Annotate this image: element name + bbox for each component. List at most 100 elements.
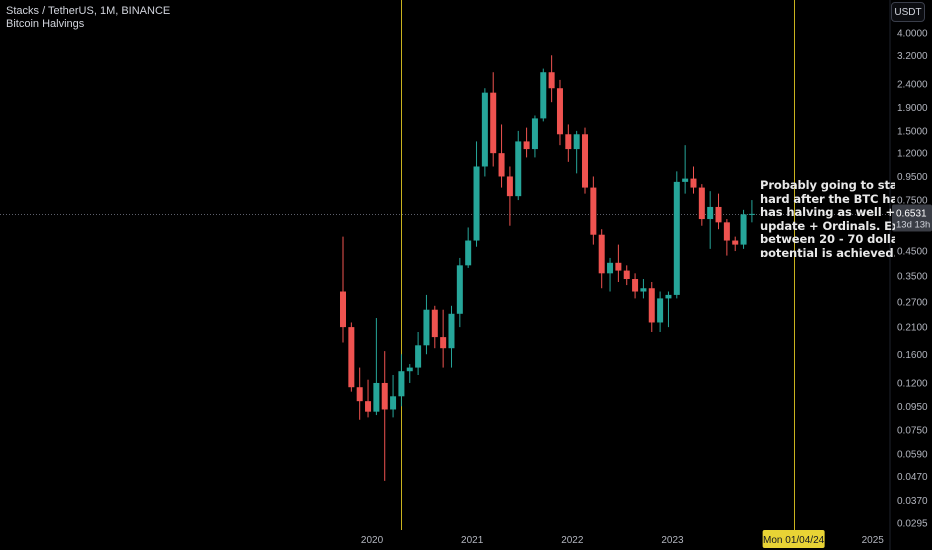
candle xyxy=(665,291,672,328)
candle xyxy=(523,127,530,158)
price-tick-label: 4.0000 xyxy=(897,29,928,40)
candle xyxy=(498,124,505,188)
note-line: potential is achieved. xyxy=(760,245,895,257)
candle-body xyxy=(598,234,605,274)
candle xyxy=(582,127,589,194)
candle xyxy=(431,305,438,349)
price-tick-label: 0.0470 xyxy=(897,472,928,483)
candle-body xyxy=(540,72,547,119)
candle xyxy=(657,291,664,332)
candle-body xyxy=(623,270,630,280)
candle-body xyxy=(748,213,755,215)
candle-body xyxy=(398,371,405,397)
candle-body xyxy=(481,92,488,167)
price-tick-label: 1.2000 xyxy=(897,149,928,160)
price-tick-label: 0.9500 xyxy=(897,172,928,183)
candle-body xyxy=(640,288,647,292)
candle xyxy=(490,72,497,167)
candle xyxy=(748,200,755,223)
candle-body xyxy=(431,309,438,338)
candle xyxy=(740,209,747,249)
price-badge-value: 0.6531 xyxy=(896,209,927,220)
time-tick-label: 2020 xyxy=(361,535,384,546)
time-tick-label: 2021 xyxy=(461,535,484,546)
price-tick-label: 0.1600 xyxy=(897,350,928,361)
candle xyxy=(365,379,372,418)
candle xyxy=(732,236,739,252)
candle xyxy=(715,193,722,230)
candle-body xyxy=(673,181,680,295)
candle-body xyxy=(415,345,422,368)
candle-body xyxy=(615,262,622,271)
candle-body xyxy=(381,382,388,410)
price-badge-countdown: 13d 13h xyxy=(896,220,930,231)
candle-body xyxy=(732,240,739,245)
candle-body xyxy=(390,396,397,410)
candle xyxy=(556,79,563,146)
candle-body xyxy=(348,327,355,388)
candle xyxy=(540,68,547,122)
candle xyxy=(698,184,705,226)
candle-body xyxy=(707,206,714,220)
candle xyxy=(590,176,597,245)
candle-body xyxy=(523,141,530,150)
candle-body xyxy=(365,401,372,412)
chart-legend: Stacks / TetherUS, 1M, BINANCE Bitcoin H… xyxy=(6,5,170,31)
candle-body xyxy=(690,178,697,188)
price-tick-label: 0.2100 xyxy=(897,323,928,334)
candle-body xyxy=(373,382,380,412)
text-note: Probably going to start pu hard after th… xyxy=(760,179,895,257)
candle-body xyxy=(698,187,705,220)
candle xyxy=(465,227,472,268)
candle xyxy=(415,331,422,375)
candle-body xyxy=(607,262,614,274)
price-tick-label: 0.3500 xyxy=(897,272,928,283)
candle-body xyxy=(490,92,497,154)
candle xyxy=(481,88,488,177)
candle xyxy=(673,171,680,299)
candle-body xyxy=(465,240,472,266)
candle xyxy=(515,130,522,201)
candle-body xyxy=(665,294,672,299)
note-line: update + Ordinals. Expect xyxy=(760,218,895,233)
currency-button[interactable]: USDT xyxy=(891,2,925,22)
candle xyxy=(373,318,380,416)
candle xyxy=(648,282,655,332)
candle xyxy=(615,244,622,283)
candle xyxy=(340,236,346,343)
candle xyxy=(623,265,630,286)
candle xyxy=(723,219,730,256)
candle xyxy=(448,305,455,368)
candle-body xyxy=(740,214,747,245)
candle xyxy=(440,309,447,368)
price-tick-label: 2.4000 xyxy=(897,79,928,90)
price-tick-label: 0.1200 xyxy=(897,378,928,389)
candle-body xyxy=(548,72,555,89)
candle xyxy=(565,124,572,162)
candle-body xyxy=(498,153,505,177)
candle xyxy=(607,257,614,292)
candle xyxy=(548,55,555,103)
candle xyxy=(506,166,513,226)
note-line: hard after the BTC halving xyxy=(760,191,895,206)
candle xyxy=(690,166,697,194)
candle-body xyxy=(556,88,563,135)
symbol-title: Stacks / TetherUS, 1M, BINANCE xyxy=(6,5,171,17)
date-badge xyxy=(762,530,825,548)
candle xyxy=(406,364,413,383)
candle-body xyxy=(715,206,722,223)
candle xyxy=(531,115,538,158)
candle xyxy=(707,191,714,249)
price-tick-label: 0.0370 xyxy=(897,496,928,507)
price-tick-label: 1.5000 xyxy=(897,126,928,137)
candle xyxy=(348,322,355,392)
candle-body xyxy=(506,176,513,197)
candle-body xyxy=(423,309,430,346)
price-tick-label: 0.0750 xyxy=(897,425,928,436)
candle-body xyxy=(356,387,363,402)
candle-body xyxy=(448,313,455,349)
candle-body xyxy=(340,291,346,328)
candle xyxy=(398,354,405,407)
